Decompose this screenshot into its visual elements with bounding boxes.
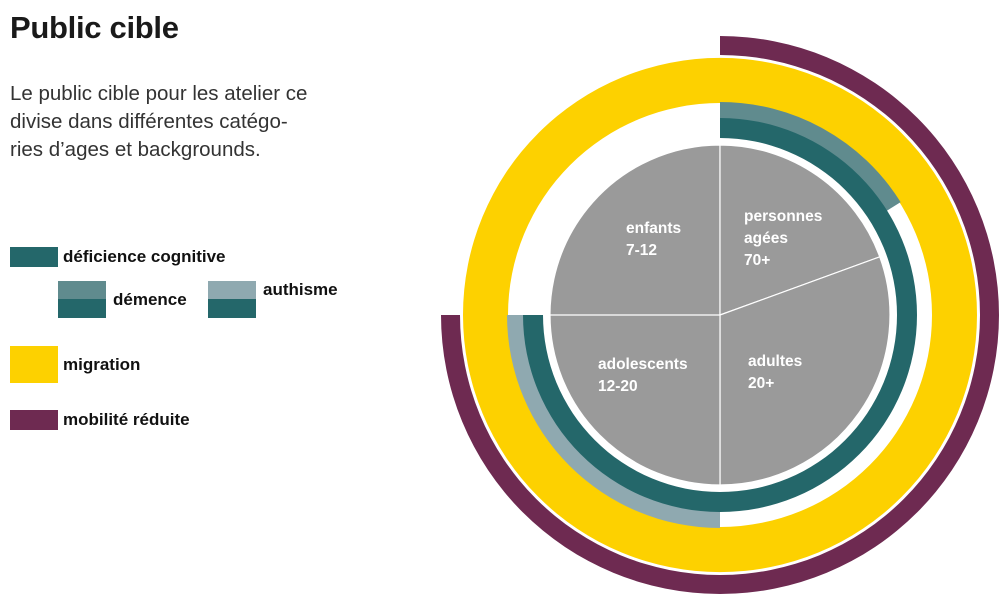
segment-label-adultes-range: 20+ — [748, 375, 774, 392]
page-title: Public cible — [10, 10, 179, 45]
segment-label-personnes: personnes — [744, 208, 822, 225]
legend-item-mobilite: mobilité réduite — [10, 410, 190, 430]
pie-slice-1 — [719, 144, 881, 316]
legend-label-migration: migration — [63, 354, 141, 374]
legend-item-authisme: authisme — [208, 279, 338, 318]
intro-line: Le public cible pour les atelier ce — [10, 82, 308, 105]
intro-line: divise dans différentes catégo- — [10, 110, 288, 133]
segment-label-adultes: adultes — [748, 353, 802, 370]
pie-slice-3 — [549, 314, 721, 486]
legend-swatch-demence — [58, 281, 106, 318]
intro-line: ries d’ages et backgrounds. — [10, 138, 261, 161]
pie-layer — [549, 144, 891, 486]
pie-slice-2 — [719, 256, 891, 486]
legend-label-demence: démence — [113, 289, 187, 309]
legend-item-demence: démence — [58, 281, 187, 318]
segment-label-enfants-range: 7-12 — [626, 242, 657, 259]
segment-label-personnes-range: 70+ — [744, 252, 770, 269]
legend-swatch-authisme — [208, 281, 256, 318]
legend-item-migration: migration — [10, 346, 140, 383]
segment-label-enfants: enfants — [626, 220, 681, 237]
legend-label-mobilite: mobilité réduite — [63, 410, 190, 429]
legend-swatch-deficience — [10, 247, 58, 267]
segment-label-agees: agées — [744, 230, 788, 247]
intro-text: Le public cible pour les atelier ce divi… — [10, 80, 307, 164]
legend-swatch-migration — [10, 346, 58, 383]
legend-item-deficience: déficience cognitive — [10, 247, 226, 267]
segment-label-adolescents: adolescents — [598, 356, 688, 373]
labels-layer: enfants 7-12 personnes agées 70+ adultes… — [598, 208, 822, 395]
legend-label-deficience: déficience cognitive — [63, 247, 226, 266]
rings-layer — [441, 36, 999, 594]
legend-label-authisme: authisme — [263, 279, 338, 299]
legend-swatch-mobilite — [10, 410, 58, 430]
segment-label-adolescents-range: 12-20 — [598, 378, 638, 395]
